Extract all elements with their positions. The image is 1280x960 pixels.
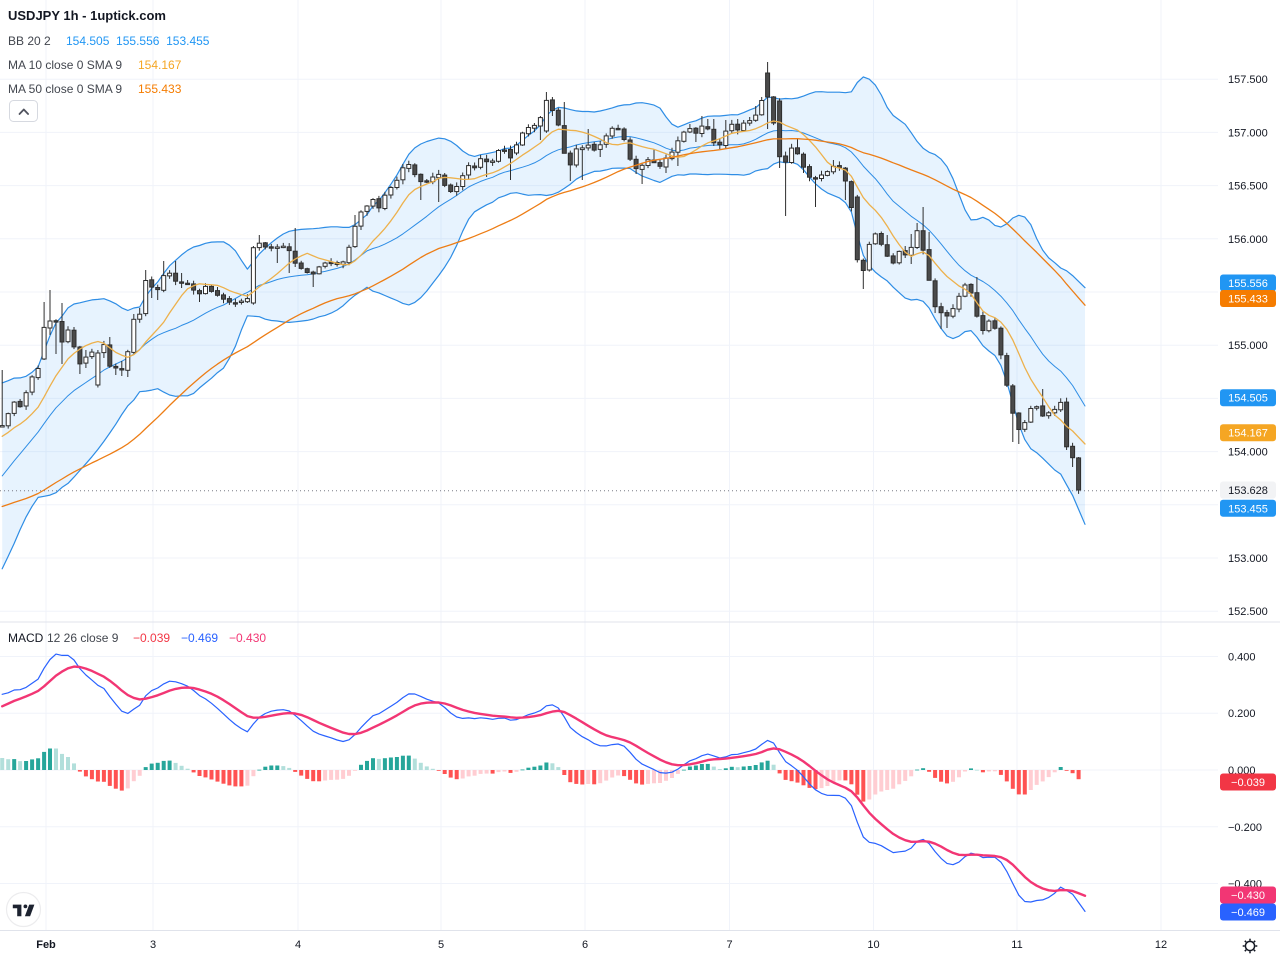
svg-text:−0.469: −0.469	[1231, 907, 1265, 919]
svg-text:−0.430: −0.430	[1231, 890, 1265, 902]
svg-text:154.167: 154.167	[1228, 428, 1268, 440]
svg-text:7: 7	[726, 939, 732, 951]
svg-text:156.500: 156.500	[1228, 181, 1268, 193]
svg-text:11: 11	[1011, 939, 1022, 951]
svg-text:3: 3	[150, 939, 156, 951]
svg-text:BB 20 2: BB 20 2	[8, 34, 51, 48]
svg-text:153.455: 153.455	[1228, 503, 1268, 515]
svg-text:12: 12	[1155, 939, 1167, 951]
svg-text:155.556: 155.556	[1228, 278, 1268, 290]
svg-text:12 26 close 9: 12 26 close 9	[47, 631, 119, 645]
svg-text:−0.469: −0.469	[181, 631, 218, 645]
svg-text:USDJPY 1h - 1uptick.com: USDJPY 1h - 1uptick.com	[8, 8, 166, 23]
svg-text:−0.200: −0.200	[1228, 822, 1262, 834]
svg-text:154.000: 154.000	[1228, 447, 1268, 459]
svg-text:0.200: 0.200	[1228, 708, 1256, 720]
svg-text:MA 50 close 0 SMA 9: MA 50 close 0 SMA 9	[8, 82, 122, 96]
svg-text:155.433: 155.433	[1228, 294, 1268, 306]
svg-text:5: 5	[438, 939, 444, 951]
svg-text:6: 6	[582, 939, 588, 951]
svg-text:153.628: 153.628	[1228, 485, 1268, 497]
svg-text:10: 10	[867, 939, 879, 951]
svg-text:0.400: 0.400	[1228, 652, 1256, 664]
svg-text:156.000: 156.000	[1228, 234, 1268, 246]
svg-text:−0.430: −0.430	[229, 631, 266, 645]
svg-text:MACD: MACD	[8, 631, 44, 645]
svg-text:155.433: 155.433	[138, 82, 182, 96]
svg-text:157.500: 157.500	[1228, 74, 1268, 86]
svg-text:4: 4	[295, 939, 301, 951]
svg-text:154.505 155.556 153.455: 154.505 155.556 153.455	[66, 34, 210, 48]
svg-text:155.000: 155.000	[1228, 340, 1268, 352]
svg-text:157.000: 157.000	[1228, 127, 1268, 139]
svg-text:154.167: 154.167	[138, 58, 182, 72]
svg-text:154.505: 154.505	[1228, 393, 1268, 405]
svg-text:152.500: 152.500	[1228, 606, 1268, 618]
svg-text:−0.039: −0.039	[133, 631, 170, 645]
svg-text:Feb: Feb	[36, 939, 56, 951]
svg-text:153.000: 153.000	[1228, 553, 1268, 565]
svg-text:MA 10 close 0 SMA 9: MA 10 close 0 SMA 9	[8, 58, 122, 72]
svg-text:−0.039: −0.039	[1231, 777, 1265, 789]
